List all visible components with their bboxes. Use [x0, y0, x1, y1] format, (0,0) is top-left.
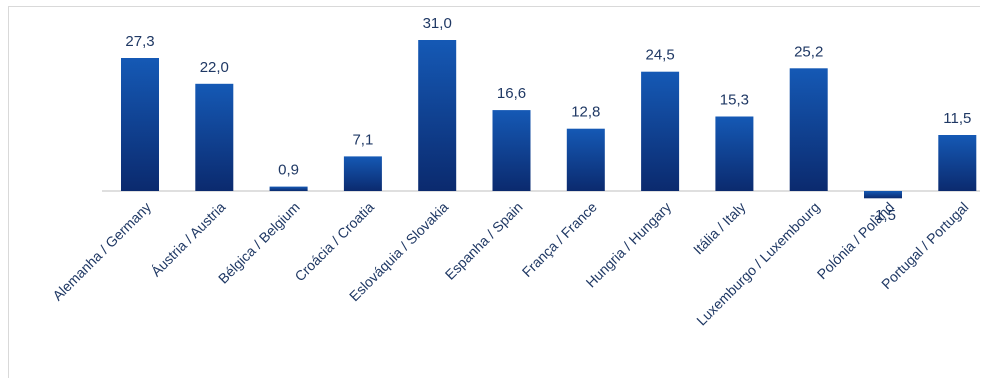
value-label-8: 15,3	[720, 92, 749, 109]
value-label-6: 12,8	[571, 104, 600, 121]
category-label-6: França / France	[519, 199, 600, 280]
value-label-0: 27,3	[125, 33, 154, 50]
bar-4	[418, 40, 457, 191]
bars-group	[121, 40, 977, 199]
bar-1	[195, 83, 234, 191]
value-label-10: -1,5	[870, 207, 896, 224]
chart-frame	[8, 6, 980, 378]
value-label-7: 24,5	[645, 47, 674, 64]
bar-0	[121, 58, 159, 191]
bar-3	[343, 156, 382, 191]
bar-10	[864, 191, 902, 199]
value-label-1: 22,0	[200, 59, 229, 76]
category-label-9: Luxemburgo / Luxembourg	[693, 199, 823, 329]
bar-6	[566, 128, 605, 191]
value-label-3: 7,1	[352, 131, 373, 148]
value-labels-group: 27,3 22,0 0,9 7,1 31,0 16,6 12,8 24,5 15,3 25,2 -1…	[125, 15, 971, 224]
bar-11	[938, 135, 977, 191]
bar-9	[789, 68, 828, 191]
value-label-9: 25,2	[794, 43, 823, 60]
bar-7	[641, 71, 680, 191]
category-label-3: Croácia / Croatia	[291, 199, 377, 285]
value-label-4: 31,0	[423, 15, 452, 32]
value-label-5: 16,6	[497, 85, 526, 102]
value-label-2: 0,9	[278, 162, 299, 179]
category-label-2: Bélgica / Belgium	[215, 199, 303, 287]
category-label-0: Alemanha / Germany	[49, 199, 154, 304]
category-label-5: Espanha / Spain	[442, 199, 526, 283]
category-label-10: Polónia / Poland	[814, 199, 897, 282]
bar-8	[715, 116, 754, 191]
bar-2	[269, 186, 308, 191]
category-label-1: Áustria / Austria	[148, 199, 229, 280]
category-label-8: Itália / Italy	[690, 199, 749, 258]
value-label-11: 11,5	[943, 110, 971, 127]
bar-5	[492, 110, 531, 191]
